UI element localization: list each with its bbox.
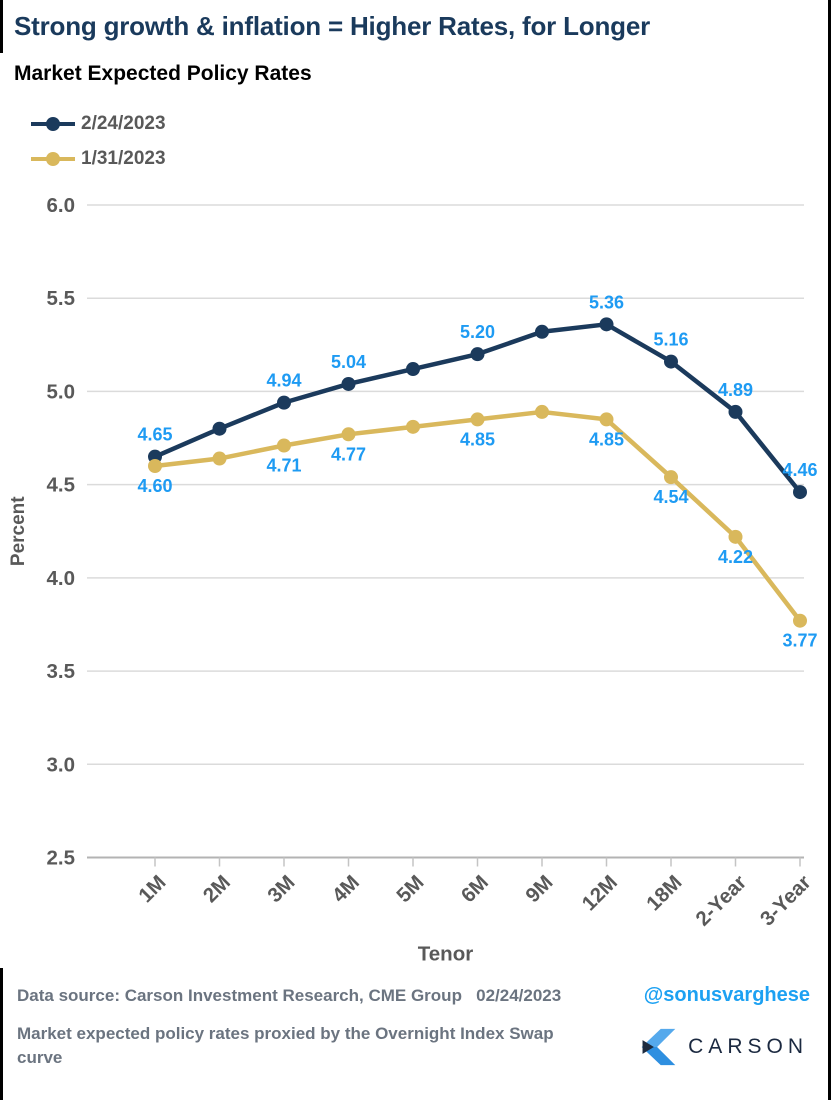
- x-tick-label: 2M: [199, 871, 235, 907]
- x-axis-title: Tenor: [418, 943, 473, 966]
- x-tick-label: 6M: [457, 871, 493, 907]
- data-point: [535, 324, 549, 339]
- y-tick-label: 3.0: [47, 753, 76, 776]
- x-tick-label: 3-Year: [756, 871, 816, 931]
- data-label: 4.89: [718, 380, 753, 400]
- data-source-text: Data source: Carson Investment Research,…: [17, 986, 562, 1005]
- legend-label: 2/24/2023: [81, 113, 166, 134]
- data-label: 5.20: [460, 322, 495, 342]
- x-tick-label: 4M: [328, 871, 364, 907]
- legend-item: 2/24/2023: [30, 112, 166, 136]
- data-point: [664, 354, 678, 369]
- data-point: [212, 421, 227, 436]
- data-label: 5.04: [331, 352, 366, 372]
- x-tick-label: 1M: [134, 871, 170, 907]
- data-label: 4.54: [653, 487, 688, 507]
- y-tick-label: 5.0: [47, 380, 76, 403]
- chart-subtitle: Market Expected Policy Rates: [14, 62, 312, 85]
- data-point: [341, 427, 356, 442]
- data-point: [599, 412, 614, 427]
- data-label: 4.22: [718, 547, 753, 567]
- data-point: [664, 470, 678, 485]
- y-tick-label: 2.5: [47, 847, 76, 870]
- carson-logo: CARSON: [638, 1024, 808, 1070]
- footer-row: Data source: Carson Investment Research,…: [17, 984, 810, 1007]
- x-tick-label: 2-Year: [691, 871, 751, 931]
- y-tick-label: 3.5: [47, 660, 76, 683]
- data-point: [277, 438, 291, 453]
- data-point: [728, 404, 743, 419]
- data-point: [277, 395, 291, 410]
- data-point: [535, 404, 549, 419]
- legend-line-marker-icon: [31, 117, 75, 131]
- data-point: [212, 451, 227, 466]
- data-point: [793, 485, 807, 500]
- chart-legend: 2/24/2023 1/31/2023: [30, 112, 166, 182]
- data-label: 4.77: [331, 444, 366, 464]
- x-tick-label: 5M: [392, 871, 428, 907]
- data-label: 5.36: [589, 292, 624, 312]
- y-tick-label: 5.5: [47, 287, 76, 310]
- x-tick-label: 9M: [521, 871, 557, 907]
- twitter-handle: @sonusvarghese: [643, 984, 810, 1006]
- y-tick-label: 6.0: [47, 194, 76, 217]
- footer-row: Market expected policy rates proxied by …: [17, 1022, 810, 1070]
- data-point: [148, 459, 162, 473]
- data-point: [406, 419, 420, 434]
- data-point: [470, 347, 485, 362]
- data-label: 4.85: [589, 429, 624, 449]
- data-label: 3.77: [782, 631, 817, 651]
- footnote-text: Market expected policy rates proxied by …: [17, 1024, 554, 1067]
- y-axis-title: Percent: [8, 496, 29, 566]
- x-tick-label: 12M: [578, 871, 622, 915]
- data-label: 5.16: [653, 330, 688, 350]
- legend-item: 1/31/2023: [30, 147, 166, 171]
- data-point: [470, 412, 485, 427]
- y-tick-label: 4.5: [47, 474, 76, 497]
- data-label: 4.46: [782, 460, 817, 480]
- data-label: 4.94: [266, 371, 301, 391]
- data-point: [728, 529, 743, 544]
- x-tick-label: 18M: [642, 871, 686, 915]
- data-point: [793, 613, 807, 628]
- title-bar: Strong growth & inflation = Higher Rates…: [0, 0, 828, 53]
- y-tick-label: 4.0: [47, 567, 76, 590]
- data-point: [341, 376, 356, 391]
- data-point: [406, 362, 420, 377]
- data-label: 4.85: [460, 429, 495, 449]
- carson-logo-icon: [641, 1028, 676, 1065]
- data-point: [599, 317, 614, 332]
- legend-line-marker-icon: [31, 152, 75, 166]
- legend-label: 1/31/2023: [81, 148, 166, 169]
- data-label: 4.65: [137, 425, 172, 445]
- x-tick-label: 3M: [263, 871, 299, 907]
- policy-rates-line-chart: 6.0 5.5 5.0 4.5 4.0 3.5 3.0 2.5 Percent 1M 2M 3M 4M 5…: [8, 194, 818, 966]
- data-label: 4.60: [137, 476, 172, 496]
- data-label: 4.71: [266, 455, 301, 475]
- carson-logo-text: CARSON: [688, 1034, 808, 1058]
- footer: Data source: Carson Investment Research,…: [0, 968, 828, 1100]
- page-title: Strong growth & inflation = Higher Rates…: [14, 11, 650, 41]
